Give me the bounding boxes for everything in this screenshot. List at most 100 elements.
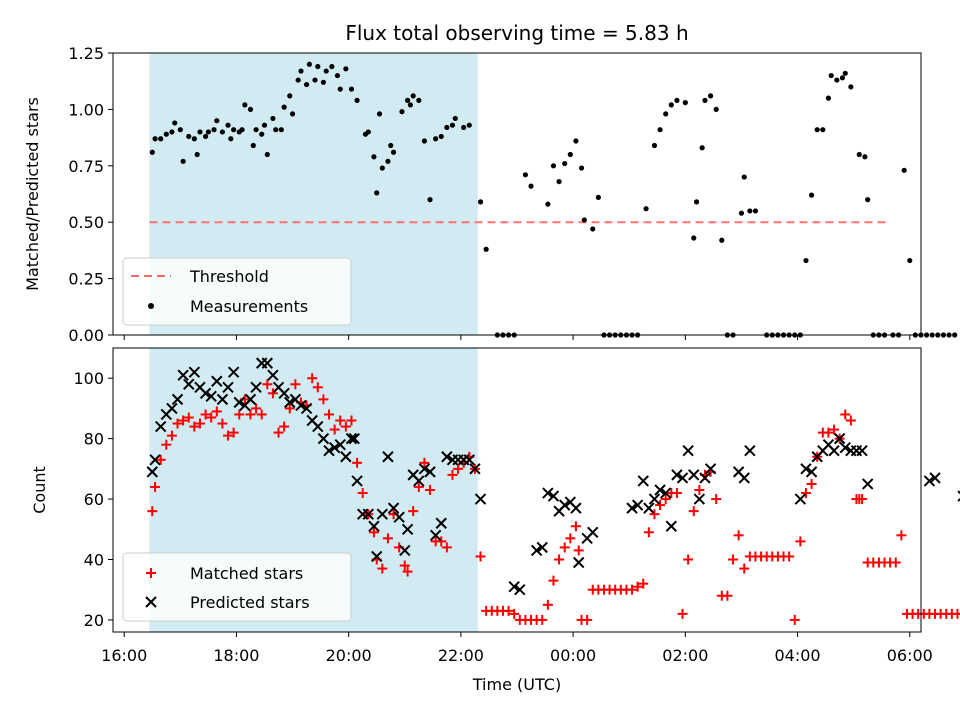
bottom-y-tick-label: 100 <box>73 369 104 388</box>
matched-star-point <box>357 488 368 499</box>
measurement-point <box>663 111 669 117</box>
predicted-star-point <box>676 472 689 484</box>
top-y-tick-label: 1.25 <box>68 44 104 63</box>
matched-star-point <box>245 409 256 420</box>
predicted-star-point <box>323 445 335 457</box>
predicted-star-point <box>856 445 868 457</box>
measurement-point <box>573 138 579 144</box>
matched-star-point <box>307 373 318 384</box>
measurement-point <box>707 93 714 99</box>
matched-star-point <box>441 542 452 553</box>
matched-star-point <box>178 415 189 426</box>
predicted-star-point <box>177 369 189 381</box>
predicted-star-point <box>244 393 257 406</box>
matched-star-point <box>256 409 267 420</box>
matched-star-point <box>228 427 239 438</box>
predicted-star-point <box>295 399 307 412</box>
predicted-star-point <box>536 541 548 554</box>
bottom-y-axis-label: Count <box>30 466 49 514</box>
matched-star-point <box>890 557 901 568</box>
matched-star-point <box>324 409 335 420</box>
predicted-star-point <box>587 526 599 539</box>
predicted-star-point <box>348 432 360 445</box>
predicted-star-point <box>166 402 178 415</box>
predicted-star-point <box>508 580 520 593</box>
measurement-point <box>752 208 759 214</box>
predicted-star-point <box>188 366 201 378</box>
measurement-point <box>278 127 284 133</box>
matched-star-point <box>728 554 739 565</box>
predicted-star-point <box>648 493 661 505</box>
matched-star-point <box>733 530 744 541</box>
matched-star-point <box>671 488 682 499</box>
matched-star-point <box>559 542 570 553</box>
predicted-star-point <box>216 393 229 406</box>
matched-star-point <box>453 463 464 474</box>
measurement-point <box>421 138 428 144</box>
measurement-point <box>803 257 809 264</box>
predicted-star-point <box>345 432 358 445</box>
measurement-point <box>289 111 296 117</box>
matched-star-point <box>789 614 800 625</box>
matched-star-point <box>784 551 795 562</box>
predicted-star-point <box>547 490 560 502</box>
matched-star-point <box>896 530 907 541</box>
measurement-point <box>242 102 248 108</box>
matched-star-point <box>279 421 290 432</box>
top-y-tick-label: 0.75 <box>68 157 104 176</box>
measurement-point <box>702 97 708 103</box>
predicted-star-point <box>693 493 706 505</box>
measurement-point <box>461 124 467 131</box>
bottom-plot-frame <box>112 347 922 633</box>
measurement-point <box>483 246 489 252</box>
measurement-point <box>567 151 573 158</box>
predicted-star-point <box>399 544 411 557</box>
bottom-y-tick-label: 60 <box>84 490 104 509</box>
measurement-point <box>657 127 663 133</box>
matched-star-point <box>688 506 699 517</box>
matched-star-point <box>413 481 424 492</box>
predicted-star-point <box>929 472 941 484</box>
top-y-axis-label: Matched/Predicted stars <box>23 97 42 291</box>
measurement-point <box>713 106 719 112</box>
matched-star-point <box>632 581 643 592</box>
predicted-star-point <box>418 463 431 475</box>
measurement-point <box>590 226 596 232</box>
measurement-point <box>197 129 203 135</box>
predicted-star-point <box>800 463 812 475</box>
measurement-point <box>202 133 209 140</box>
predicted-star-point <box>278 387 290 400</box>
measurement-point <box>747 208 753 214</box>
measurement-point <box>522 172 529 178</box>
matched-star-point <box>952 608 960 619</box>
matched-star-point <box>643 527 654 538</box>
predicted-star-point <box>261 357 274 369</box>
matched-star-point <box>573 545 584 556</box>
predicted-star-point <box>839 441 851 454</box>
measurement-point <box>404 97 411 103</box>
matched-star-point <box>655 500 666 511</box>
measurement-point <box>407 102 413 108</box>
measurement-point <box>219 129 226 135</box>
measurement-point <box>848 84 854 90</box>
matched-star-point <box>739 563 750 574</box>
matched-star-point <box>627 584 638 595</box>
predicted-star-point <box>424 466 436 478</box>
measurement-point <box>952 332 958 338</box>
measurement-point <box>643 206 649 212</box>
measurement-point <box>828 72 834 79</box>
measurement-point <box>842 70 848 76</box>
predicted-star-point <box>351 475 363 487</box>
predicted-star-point <box>558 499 571 511</box>
legend-predicted-label: Predicted stars <box>190 593 310 612</box>
measurement-point <box>205 129 211 135</box>
measurement-point <box>239 127 245 133</box>
predicted-star-point <box>284 396 296 409</box>
matched-star-point <box>829 424 840 435</box>
predicted-star-point <box>429 529 442 542</box>
measurement-point <box>312 77 318 83</box>
measurement-point <box>379 165 385 171</box>
matched-star-point <box>200 409 211 420</box>
matched-star-point <box>475 551 486 562</box>
